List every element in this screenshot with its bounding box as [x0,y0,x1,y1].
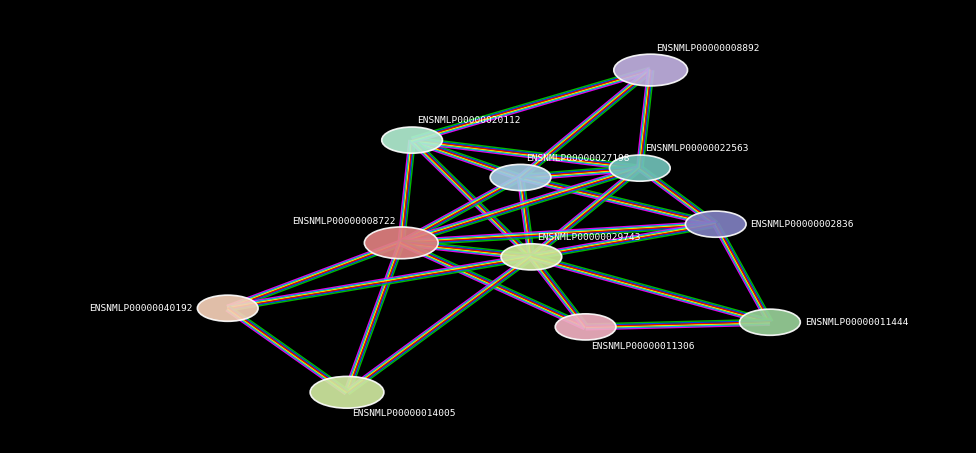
Circle shape [555,314,616,340]
Circle shape [364,227,438,259]
Text: ENSNMLP00000022563: ENSNMLP00000022563 [645,144,749,153]
Circle shape [310,376,384,408]
Text: ENSNMLP00000011444: ENSNMLP00000011444 [804,318,908,327]
Text: ENSNMLP00000011306: ENSNMLP00000011306 [591,342,695,351]
Circle shape [501,244,562,270]
Text: ENSNMLP00000002836: ENSNMLP00000002836 [751,220,854,229]
Text: ENSNMLP00000020112: ENSNMLP00000020112 [418,116,521,125]
Circle shape [609,155,671,181]
Text: ENSNMLP00000008892: ENSNMLP00000008892 [656,44,759,53]
Circle shape [382,127,442,153]
Circle shape [197,295,258,321]
Circle shape [740,309,800,335]
Text: ENSNMLP00000027198: ENSNMLP00000027198 [526,154,630,163]
Text: ENSNMLP00000040192: ENSNMLP00000040192 [90,304,193,313]
Text: ENSNMLP00000014005: ENSNMLP00000014005 [352,409,456,418]
Circle shape [490,164,550,191]
Circle shape [614,54,687,86]
Text: ENSNMLP00000029743: ENSNMLP00000029743 [537,233,640,242]
Text: ENSNMLP00000008722: ENSNMLP00000008722 [293,217,396,226]
Circle shape [685,211,746,237]
